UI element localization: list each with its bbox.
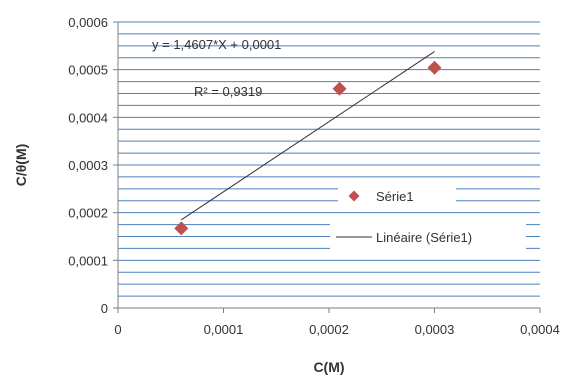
gridlines [118, 21, 540, 297]
data-point [332, 81, 347, 96]
data-points [174, 60, 442, 236]
x-tick-labels: 0 0,0001 0,0002 0,0003 0,0004 [114, 308, 560, 337]
y-tick-label: 0,0005 [68, 63, 108, 78]
trendline [181, 51, 435, 221]
x-tick-label: 0 [114, 322, 121, 337]
x-tick-label: 0,0001 [204, 322, 244, 337]
x-axis-title: C(M) [313, 359, 344, 375]
x-tick-label: 0,0002 [309, 322, 349, 337]
y-tick-labels: 0 0,0001 0,0002 0,0003 0,0004 0,0005 0,0006 [68, 15, 118, 316]
y-tick-label: 0,0004 [68, 110, 108, 125]
r-squared-label: R² = 0,9319 [194, 84, 262, 99]
legend: Série1 Linéaire (Série1) [330, 184, 526, 250]
y-tick-label: 0,0001 [68, 253, 108, 268]
trendline-layer [181, 51, 435, 221]
y-tick-label: 0,0003 [68, 158, 108, 173]
y-tick-label: 0,0006 [68, 15, 108, 30]
legend-label-serie1: Série1 [376, 189, 414, 204]
legend-label-trendline: Linéaire (Série1) [376, 230, 472, 245]
data-point [427, 60, 442, 75]
x-tick-label: 0,0003 [415, 322, 455, 337]
y-tick-label: 0 [101, 301, 108, 316]
trendline-equation: y = 1,4607*X + 0,0001 [152, 37, 281, 52]
y-axis-title: C/θ(M) [13, 144, 29, 187]
y-tick-label: 0,0002 [68, 206, 108, 221]
x-tick-label: 0,0004 [520, 322, 560, 337]
legend-marker-serie1 [348, 190, 360, 202]
data-point [174, 221, 189, 236]
